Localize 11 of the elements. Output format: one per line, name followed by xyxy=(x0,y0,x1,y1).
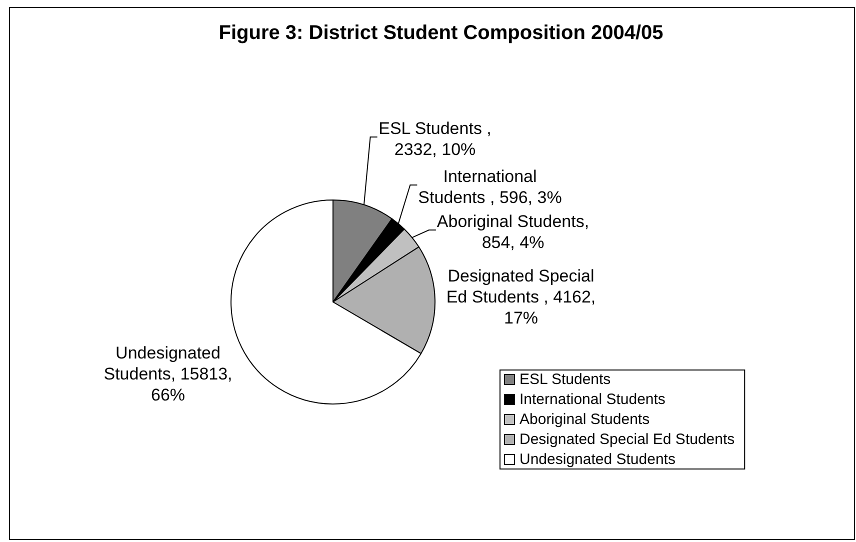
legend-label: International Students xyxy=(520,391,666,408)
chart-title: Figure 3: District Student Composition 2004/05 xyxy=(218,22,664,44)
legend-label: ESL Students xyxy=(520,371,611,388)
legend-label: Undesignated Students xyxy=(520,451,676,468)
data-label: International Students , 596, 3% xyxy=(418,167,562,207)
data-label: Designated Special Ed Students , 4162, 17% xyxy=(446,266,596,328)
legend-label: Aboriginal Students xyxy=(520,411,650,428)
legend-label: Designated Special Ed Students xyxy=(520,431,735,448)
data-label: Undesignated Students, 15813, 66% xyxy=(104,344,232,404)
data-label: Aboriginal Students, 854, 4% xyxy=(436,212,590,252)
data-label: ESL Students , 2332, 10% xyxy=(378,119,492,159)
